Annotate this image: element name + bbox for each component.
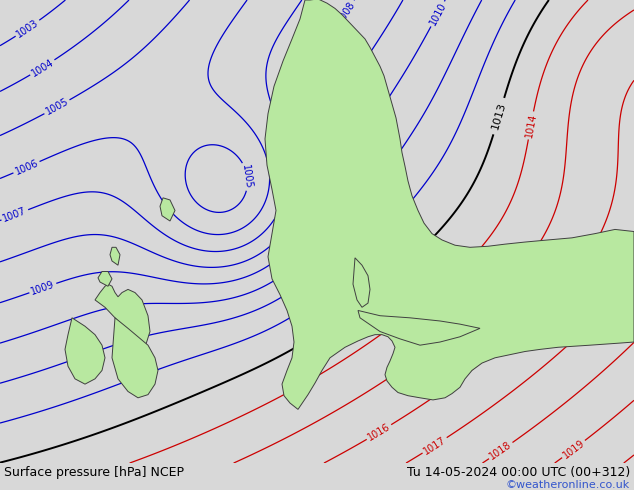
Text: 1004: 1004 bbox=[29, 57, 55, 78]
Text: 1008: 1008 bbox=[335, 0, 357, 25]
Polygon shape bbox=[160, 198, 175, 221]
Polygon shape bbox=[353, 258, 370, 307]
Text: 1010: 1010 bbox=[427, 1, 448, 27]
Text: 1012: 1012 bbox=[378, 213, 402, 238]
Polygon shape bbox=[98, 271, 112, 286]
Text: 1019: 1019 bbox=[561, 438, 586, 461]
Polygon shape bbox=[110, 247, 120, 265]
Text: 1018: 1018 bbox=[488, 440, 514, 462]
Polygon shape bbox=[265, 0, 634, 409]
Text: 1014: 1014 bbox=[524, 113, 538, 138]
Text: 1011: 1011 bbox=[67, 348, 94, 366]
Text: Surface pressure [hPa] NCEP: Surface pressure [hPa] NCEP bbox=[4, 466, 184, 479]
Text: Tu 14-05-2024 00:00 UTC (00+312): Tu 14-05-2024 00:00 UTC (00+312) bbox=[407, 466, 630, 479]
Polygon shape bbox=[95, 284, 150, 347]
Text: 1003: 1003 bbox=[15, 17, 41, 39]
Text: 1007: 1007 bbox=[1, 206, 28, 224]
Polygon shape bbox=[65, 318, 105, 384]
Text: 1005: 1005 bbox=[240, 164, 254, 190]
Text: 1009: 1009 bbox=[30, 279, 56, 297]
Polygon shape bbox=[358, 311, 480, 345]
Text: 1016: 1016 bbox=[366, 421, 392, 442]
Text: ©weatheronline.co.uk: ©weatheronline.co.uk bbox=[506, 480, 630, 490]
Text: 1015: 1015 bbox=[408, 345, 434, 368]
Text: 1005: 1005 bbox=[44, 97, 70, 117]
Polygon shape bbox=[112, 318, 158, 398]
Text: 1013: 1013 bbox=[490, 101, 508, 131]
Text: 1006: 1006 bbox=[13, 158, 40, 177]
Text: 1017: 1017 bbox=[422, 435, 448, 456]
